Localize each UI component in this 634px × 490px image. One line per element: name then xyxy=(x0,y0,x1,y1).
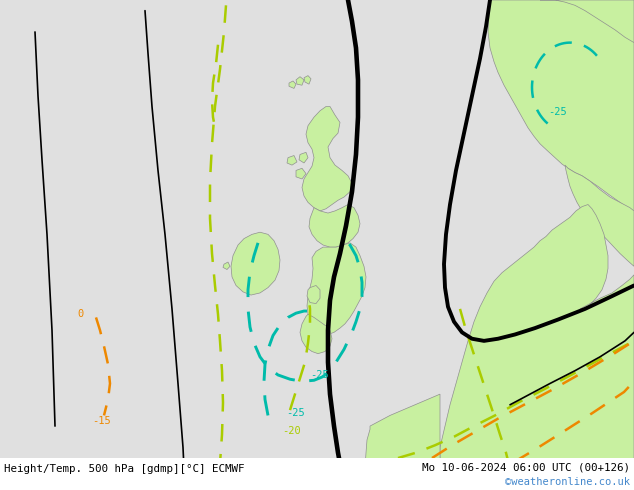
Text: -25: -25 xyxy=(311,370,330,380)
Polygon shape xyxy=(540,0,634,43)
Polygon shape xyxy=(307,243,366,335)
Text: -15: -15 xyxy=(93,416,112,426)
Text: -25: -25 xyxy=(287,408,306,418)
Polygon shape xyxy=(231,232,280,295)
Text: Height/Temp. 500 hPa [gdmp][°C] ECMWF: Height/Temp. 500 hPa [gdmp][°C] ECMWF xyxy=(4,464,245,474)
Polygon shape xyxy=(309,204,360,247)
Polygon shape xyxy=(300,314,332,354)
Text: ©weatheronline.co.uk: ©weatheronline.co.uk xyxy=(505,477,630,487)
Text: 0: 0 xyxy=(77,309,83,319)
Polygon shape xyxy=(539,279,568,319)
Text: Mo 10-06-2024 06:00 UTC (00+126): Mo 10-06-2024 06:00 UTC (00+126) xyxy=(422,462,630,472)
Polygon shape xyxy=(287,155,297,165)
Polygon shape xyxy=(565,165,634,266)
Polygon shape xyxy=(223,262,230,270)
Polygon shape xyxy=(302,106,352,211)
Text: -20: -20 xyxy=(283,426,301,437)
Polygon shape xyxy=(296,77,304,85)
Polygon shape xyxy=(365,394,440,490)
Polygon shape xyxy=(289,81,296,88)
Polygon shape xyxy=(307,286,320,304)
Polygon shape xyxy=(488,0,634,213)
Bar xyxy=(0,458,634,490)
Polygon shape xyxy=(304,75,311,84)
Polygon shape xyxy=(299,152,308,163)
Polygon shape xyxy=(440,204,634,490)
Text: -25: -25 xyxy=(548,107,567,117)
Polygon shape xyxy=(296,168,306,179)
